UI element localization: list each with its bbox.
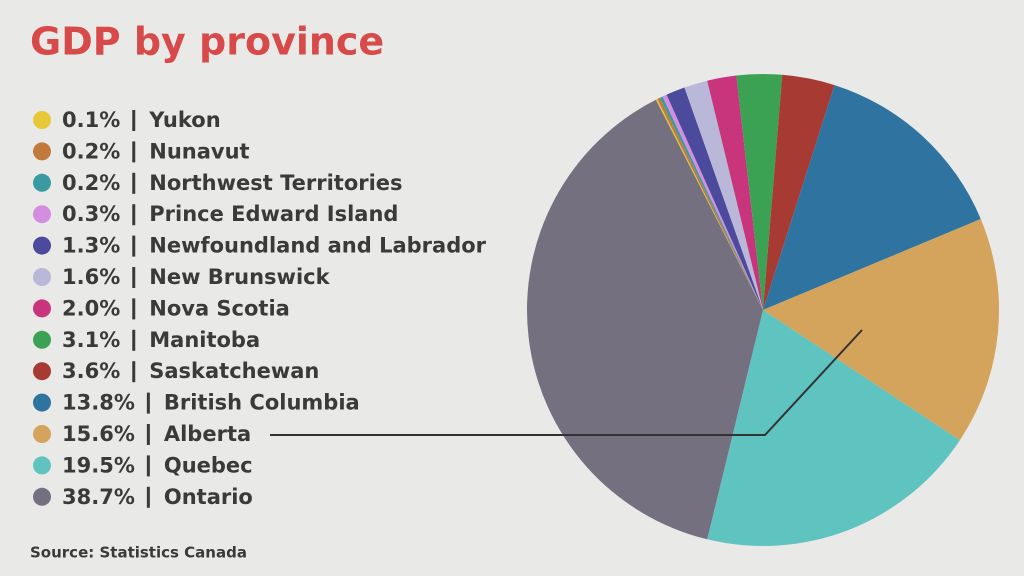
legend-value: 0.3% (62, 202, 120, 226)
pie-slice (666, 87, 763, 311)
legend-value: 3.1% (62, 328, 120, 352)
legend-swatch (33, 299, 51, 318)
legend-label: Yukon (148, 108, 220, 132)
legend-separator (132, 361, 136, 383)
pie-slice (659, 96, 763, 310)
legend-value: 0.2% (62, 139, 120, 163)
legend-value: 2.0% (62, 296, 120, 320)
legend-swatch (33, 487, 51, 506)
legend-value: 19.5% (62, 453, 135, 477)
legend-separator (132, 204, 136, 226)
pie-slice (657, 97, 763, 311)
pie-slice (684, 80, 763, 310)
legend-label: Prince Edward Island (149, 202, 398, 226)
legend-label: Alberta (164, 422, 251, 446)
legend-value: 1.3% (62, 234, 120, 258)
pie-slice (707, 75, 763, 311)
pie-slice (736, 73, 783, 310)
pie-slice (763, 74, 835, 311)
legend-value: 3.6% (62, 359, 120, 383)
legend-label: Northwest Territories (149, 171, 402, 195)
legend-separator (132, 235, 136, 257)
legend-separator (132, 141, 136, 163)
legend-swatch (33, 111, 51, 129)
pie-slice (707, 310, 960, 546)
legend-value: 1.6% (62, 265, 120, 289)
legend-label: Nova Scotia (149, 296, 290, 320)
legend-swatch (33, 268, 51, 286)
chart-title: GDP by province (30, 20, 384, 64)
source: Source: Statistics Canada (30, 544, 247, 562)
legend-swatch (33, 362, 51, 381)
legend-label: Nunavut (149, 139, 249, 163)
legend-swatch (33, 142, 51, 161)
legend-label: Newfoundland and Labrador (149, 234, 486, 258)
legend-separator (132, 329, 136, 351)
legend-swatch (33, 205, 51, 224)
legend-separator (146, 455, 150, 477)
legend-label: Saskatchewan (149, 359, 319, 383)
legend-swatch (33, 236, 51, 255)
legend-value: 13.8% (62, 391, 135, 415)
leader-line (270, 329, 863, 436)
legend-label: Manitoba (149, 328, 260, 352)
pie-slice (763, 85, 981, 310)
pie-slice (527, 99, 763, 540)
legend-label: Ontario (164, 485, 253, 509)
legend-swatch (33, 330, 51, 349)
legend-separator (132, 172, 136, 194)
legend-value: 0.2% (62, 171, 120, 195)
legend-swatch (33, 393, 51, 412)
pie-slice (763, 219, 999, 441)
legend-separator (146, 392, 150, 414)
legend-separator (146, 486, 150, 508)
pie-slice (655, 99, 763, 310)
legend-swatch (33, 425, 51, 443)
legend-value: 0.1% (62, 108, 120, 132)
legend-separator (132, 298, 136, 320)
legend-separator (132, 110, 136, 131)
legend-label: British Columbia (164, 391, 360, 415)
legend-swatch (33, 173, 51, 192)
legend-value: 38.7% (62, 485, 135, 509)
legend-swatch (33, 456, 51, 475)
legend-label: Quebec (164, 453, 253, 477)
legend-label: New Brunswick (149, 265, 330, 289)
pie-slice (662, 94, 763, 310)
legend-separator (146, 424, 150, 445)
legend-separator (132, 267, 136, 288)
legend-value: 15.6% (62, 422, 135, 446)
